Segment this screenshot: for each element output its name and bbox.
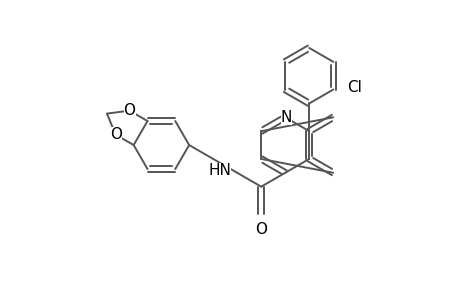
Text: Cl: Cl	[347, 80, 361, 95]
Text: N: N	[280, 110, 291, 125]
Text: HN: HN	[208, 163, 231, 178]
Text: O: O	[255, 222, 267, 237]
Text: O: O	[109, 127, 121, 142]
Text: O: O	[123, 103, 135, 118]
